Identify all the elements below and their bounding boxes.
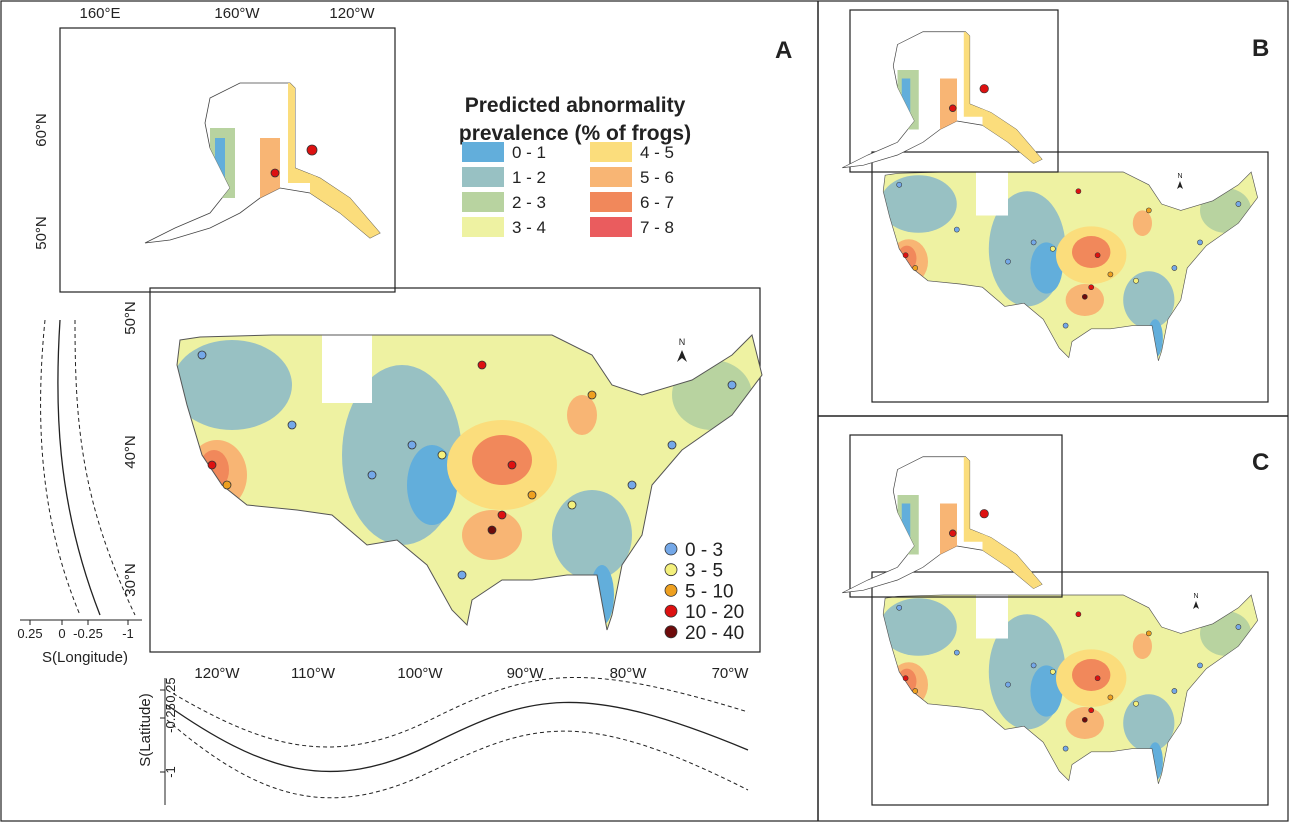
legend-title: Predicted abnormality xyxy=(465,94,686,117)
inset-frame xyxy=(59,27,396,293)
s-latitude-label: S(Latitude) xyxy=(137,693,154,766)
inset-frame xyxy=(849,434,1063,598)
points-legend-marker xyxy=(664,604,678,618)
legend-swatch xyxy=(590,142,632,162)
legend-swatch xyxy=(462,192,504,212)
s-latitude-tick: 0.25 xyxy=(163,677,178,702)
points-legend-marker xyxy=(664,584,678,597)
s-latitude-plot xyxy=(164,677,749,805)
alaska-inset xyxy=(145,83,390,243)
map-x-labels: 120°W 110°W 100°W 90°W 80°W 70°W xyxy=(194,665,749,682)
s-longitude-tick: 0 xyxy=(58,626,65,641)
confidence-band xyxy=(166,719,749,799)
north-arrow-label: N xyxy=(1177,173,1182,180)
points-legend-label: 3 - 5 xyxy=(685,561,723,582)
main-map xyxy=(172,335,772,635)
map-y-label: 40°N xyxy=(122,435,139,469)
map-x-label: 70°W xyxy=(712,665,750,682)
inset-x-label: 160°W xyxy=(214,5,260,22)
north-arrow xyxy=(1193,601,1199,609)
inset-y-label: 60°N xyxy=(33,113,50,147)
points-legend-label: 0 - 3 xyxy=(685,540,723,561)
north-arrow-label: N xyxy=(679,337,686,347)
legend-swatch xyxy=(462,142,504,162)
map-y-label: 50°N xyxy=(122,301,139,335)
map-x-label: 90°W xyxy=(507,665,545,682)
legend-label: 6 - 7 xyxy=(640,193,674,212)
panel-label: B xyxy=(1252,35,1269,62)
s-latitude-tick: -1 xyxy=(163,766,178,778)
legend-swatch xyxy=(590,192,632,212)
s-latitude-tick: -0.25 xyxy=(163,703,178,733)
map-b xyxy=(880,172,1264,364)
map-frame xyxy=(871,151,1269,403)
s-longitude-label: S(Longitude) xyxy=(42,649,128,666)
points-legend-marker xyxy=(664,542,678,556)
s-longitude-tick: -0.25 xyxy=(73,626,103,641)
s-longitude-tick: -1 xyxy=(122,626,134,641)
points-legend-label: 5 - 10 xyxy=(685,581,734,602)
legend-label: 5 - 6 xyxy=(640,168,674,187)
north-arrow-label: N xyxy=(1193,593,1198,600)
inset-y-label: 50°N xyxy=(33,216,50,250)
legend-swatch xyxy=(590,167,632,187)
map-x-label: 100°W xyxy=(397,665,443,682)
legend-label: 2 - 3 xyxy=(512,193,546,212)
north-arrow xyxy=(1177,181,1183,189)
alaska-inset-b xyxy=(842,32,1050,168)
smooth-curve xyxy=(57,319,101,616)
points-legend-label: 20 - 40 xyxy=(685,623,744,644)
map-frame xyxy=(871,571,1269,806)
legend: 0 - 1 1 - 2 2 - 3 3 - 4 4 - 5 5 - 6 6 - 7 7 - 8 xyxy=(462,142,674,237)
map-frame xyxy=(149,287,761,653)
confidence-band xyxy=(166,677,749,748)
legend-label: 0 - 1 xyxy=(512,143,546,162)
map-x-label: 120°W xyxy=(194,665,240,682)
panel-label: C xyxy=(1252,449,1269,476)
smooth-curve xyxy=(166,701,749,773)
legend-swatch xyxy=(590,217,632,237)
map-c xyxy=(880,595,1264,787)
confidence-band xyxy=(74,319,136,616)
legend-swatch xyxy=(462,217,504,237)
s-longitude-tick: 0.25 xyxy=(17,626,42,641)
points-legend-marker xyxy=(664,625,678,639)
s-longitude-ticks: 0.25 0 -0.25 -1 xyxy=(17,620,134,641)
legend-label: 4 - 5 xyxy=(640,143,674,162)
inset-frame xyxy=(849,9,1059,173)
legend-label: 7 - 8 xyxy=(640,218,674,237)
legend-label: 3 - 4 xyxy=(512,218,546,237)
legend-swatch xyxy=(462,167,504,187)
map-x-label: 110°W xyxy=(291,665,336,682)
s-latitude-ticks: 0.25-0.25 -1 xyxy=(160,677,178,778)
confidence-band xyxy=(40,319,81,616)
points-legend-marker xyxy=(664,563,678,577)
s-longitude-plot xyxy=(20,319,142,621)
map-x-label: 80°W xyxy=(610,665,648,682)
points-legend-label: 10 - 20 xyxy=(685,602,744,623)
map-y-label: 30°N xyxy=(122,563,139,597)
legend-label: 1 - 2 xyxy=(512,168,546,187)
legend-title: prevalence (% of frogs) xyxy=(459,122,691,145)
inset-x-label: 160°E xyxy=(79,5,120,22)
inset-x-label: 120°W xyxy=(329,5,375,22)
north-arrow xyxy=(677,350,687,362)
panel-label: A xyxy=(775,37,792,64)
